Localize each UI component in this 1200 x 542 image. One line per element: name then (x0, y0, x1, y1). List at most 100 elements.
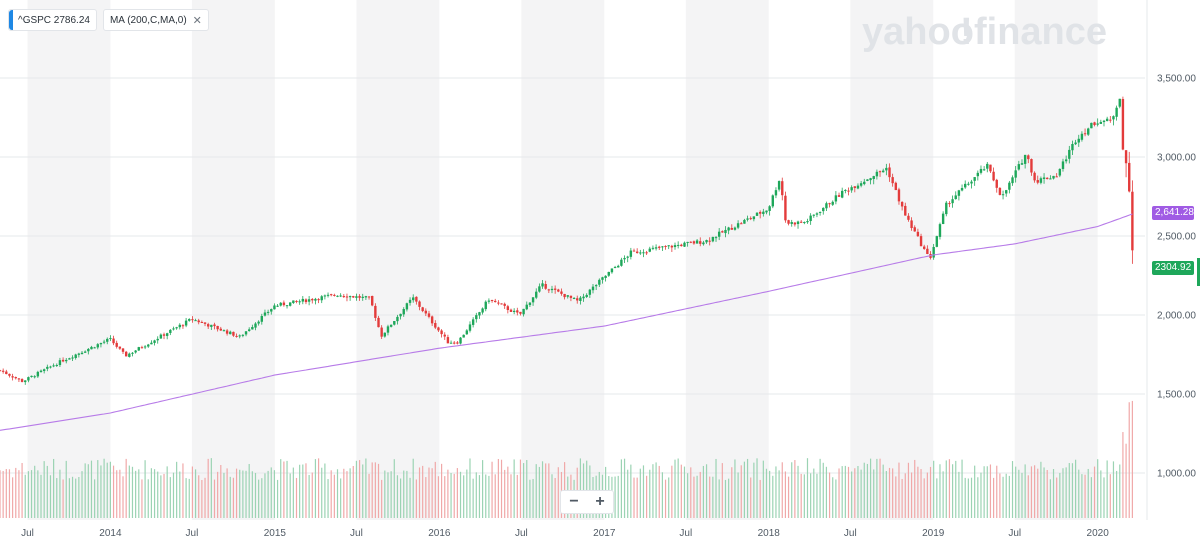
candle-body (790, 222, 793, 224)
candle-body (437, 327, 440, 331)
candle-body (314, 298, 317, 301)
candle-body (153, 340, 156, 343)
candle-body (333, 294, 336, 296)
candle-body (1121, 99, 1125, 150)
candle-body (481, 308, 484, 313)
candle-body (424, 310, 428, 314)
candle-body (1131, 191, 1134, 251)
month-band (27, 0, 111, 520)
candle-body (494, 300, 497, 303)
watermark-finance: finance (974, 11, 1107, 53)
candle-body (307, 299, 311, 302)
ticker-color-swatch (9, 10, 13, 30)
candle-body (771, 195, 774, 207)
candle-body (83, 351, 87, 353)
candle-body (948, 203, 951, 205)
candle-body (758, 211, 762, 214)
candle-body (225, 330, 229, 334)
candle-body (544, 283, 547, 289)
candle-body (541, 283, 544, 287)
candle-body (916, 231, 920, 237)
x-tick-label: Jul (515, 528, 528, 539)
y-axis-ticks: 3,500.00 3,000.00 2,500.00 2,000.00 1,500.00… (1157, 74, 1196, 480)
candle-body (295, 300, 298, 302)
ticker-pill[interactable]: ^GSPC 2786.24 (8, 9, 97, 31)
candle-body (1090, 122, 1093, 129)
candle-body (995, 179, 998, 188)
candle-body (1077, 138, 1080, 143)
candle-body (39, 370, 43, 372)
candle-body (954, 195, 957, 200)
candle-body (749, 218, 752, 220)
candle-body (172, 328, 175, 330)
candle-body (1027, 155, 1030, 160)
candle-body (1071, 143, 1074, 151)
candle-body (733, 227, 737, 230)
y-tick-label: 1,000.00 (1157, 469, 1196, 480)
watermark-yahoo: yahoo (862, 11, 974, 53)
candle-body (478, 312, 481, 316)
candle-body (642, 252, 645, 254)
candle-body (1124, 150, 1128, 164)
candle-body (128, 353, 131, 357)
candle-body (932, 246, 935, 258)
candle-body (446, 337, 450, 344)
close-icon[interactable]: ✕ (192, 14, 202, 27)
candle-body (1, 370, 5, 372)
candle-body (1087, 128, 1090, 135)
candle-body (374, 305, 377, 318)
candle-body (1068, 149, 1071, 159)
candle-body (65, 359, 68, 362)
zoom-out-button[interactable]: − (561, 491, 587, 513)
candle-body (566, 295, 569, 297)
candle-body (371, 295, 374, 306)
candle-body (506, 306, 510, 311)
candle-body (680, 244, 683, 247)
candle-body (689, 241, 692, 243)
candle-body (106, 338, 109, 342)
price-candles (0, 96, 1134, 385)
candle-body (1102, 120, 1106, 123)
ma-pill[interactable]: MA (200,C,MA,0) ✕ (102, 9, 209, 31)
candle-body (528, 302, 532, 306)
candle-body (1112, 116, 1115, 120)
candle-body (547, 289, 551, 291)
month-band (191, 0, 275, 520)
candle-body (285, 305, 289, 307)
candle-body (863, 181, 866, 185)
zoom-in-button[interactable]: + (587, 491, 613, 513)
candle-body (1008, 182, 1011, 190)
candle-body (834, 195, 838, 202)
candle-body (1061, 161, 1065, 169)
candle-body (36, 371, 40, 377)
candle-body (881, 170, 885, 173)
candle-body (456, 342, 459, 344)
candle-body (24, 380, 27, 383)
candle-body (550, 288, 554, 291)
candle-body (71, 357, 74, 359)
candle-body (46, 366, 49, 369)
candle-body (913, 227, 916, 232)
candle-body (935, 236, 939, 247)
candle-body (74, 354, 77, 359)
candle-body (1058, 168, 1062, 176)
x-tick-label: 2018 (758, 528, 781, 539)
candle-body (598, 279, 601, 285)
candle-body (1017, 164, 1021, 170)
candle-body (194, 320, 197, 322)
y-tick-label: 2,500.00 (1157, 232, 1196, 243)
candle-body (329, 294, 333, 296)
candle-body (150, 342, 153, 345)
candle-body (156, 338, 159, 341)
ma-value-tag: 2,641.28 (1152, 206, 1194, 220)
candle-body (992, 171, 995, 181)
candle-body (181, 325, 185, 327)
candle-body (1128, 162, 1131, 192)
candle-body (418, 301, 421, 307)
candle-body (740, 223, 743, 225)
candle-body (27, 377, 30, 381)
candle-body (216, 325, 219, 330)
candle-body (1099, 121, 1103, 124)
candle-body (1039, 178, 1043, 183)
